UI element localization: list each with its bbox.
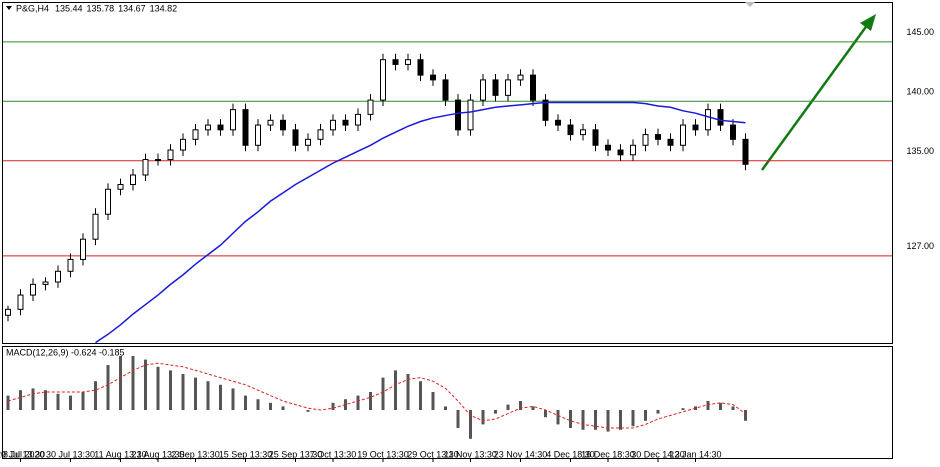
candle-body <box>367 99 374 115</box>
candle-body <box>42 281 49 285</box>
level-label: 135.00 <box>906 146 934 156</box>
candle-body <box>80 238 86 260</box>
candle-body <box>417 59 424 76</box>
candle-body <box>505 79 511 96</box>
candle-body <box>667 138 674 146</box>
candle-body <box>555 119 561 126</box>
candle-body <box>267 119 274 126</box>
x-tick-label: 4 Dec 18:30 <box>546 449 595 459</box>
candle-body <box>530 74 536 101</box>
macd-label: MACD(12,26,9) -0.624 -0.185 <box>6 347 125 357</box>
candle-body <box>105 188 111 215</box>
x-tick-label: 23 Nov 14:30 <box>494 449 548 459</box>
candle-body <box>642 134 649 146</box>
candle-body <box>617 149 624 156</box>
candle-body <box>180 138 186 151</box>
level-label: 127.00 <box>906 241 934 251</box>
x-tick-label: 20 Jul 13:30 <box>0 449 45 459</box>
candle-body <box>467 99 474 131</box>
candle-body <box>717 109 724 126</box>
candle-body <box>55 270 61 283</box>
arrow-line <box>760 23 870 171</box>
candle-body <box>455 99 461 131</box>
x-tick-label: 12 Jan 14:30 <box>669 449 721 459</box>
x-tick-label: 25 Sep 13:30 <box>269 449 323 459</box>
signal-line <box>7 362 746 429</box>
candle-body <box>630 144 636 156</box>
candle-body <box>442 79 449 101</box>
candle-body <box>567 124 574 136</box>
candle-body <box>580 129 586 136</box>
x-tick-label: 2 Sep 13:30 <box>171 449 220 459</box>
candle-body <box>680 124 686 146</box>
arrow-head <box>860 14 876 31</box>
candle-body <box>330 119 336 131</box>
candle-body <box>205 124 211 131</box>
candle-body <box>142 159 149 176</box>
candle-body <box>280 119 286 131</box>
candle-body <box>5 308 11 316</box>
x-tick-label: 15 Sep 13:30 <box>219 449 273 459</box>
candle-body <box>542 99 549 121</box>
candle-body <box>605 144 611 151</box>
candle-body <box>655 134 661 140</box>
ma-line <box>95 101 746 344</box>
candle-body <box>30 283 36 296</box>
candle-body <box>517 74 524 81</box>
candle-body <box>342 119 349 126</box>
candle-body <box>592 129 599 146</box>
x-tick-label: 11 Aug 13:30 <box>94 449 146 459</box>
x-tick-label: 30 Jul 13:30 <box>46 449 95 459</box>
menu-arrow[interactable] <box>6 6 12 10</box>
candle-body <box>242 109 249 146</box>
candle-body <box>692 124 699 131</box>
candle-body <box>392 59 399 65</box>
candle-body <box>117 184 124 190</box>
candle-body <box>305 138 311 146</box>
candle-body <box>492 79 499 96</box>
header-value: 135.44 <box>55 3 83 13</box>
x-tick-label: 16 Dec 18:30 <box>581 449 635 459</box>
level-label: 140.00 <box>906 87 934 97</box>
candle-body <box>217 124 224 131</box>
candle-body <box>742 138 749 165</box>
main-pane <box>2 2 893 344</box>
x-tick-label: 8 Jul 2020 <box>3 449 45 459</box>
candle-body <box>255 124 261 146</box>
x-tick-label: 21 Aug 13:30 <box>131 449 184 459</box>
candle-body <box>705 109 711 131</box>
level-label: 145.00 <box>906 27 934 37</box>
candle-body <box>430 74 436 81</box>
candle-body <box>130 174 136 186</box>
x-tick-label: 29 Oct 13:30 <box>407 449 459 459</box>
candle-body <box>730 124 736 140</box>
x-tick-label: 30 Dec 14:30 <box>631 449 685 459</box>
macd-pane <box>2 346 893 459</box>
candle-body <box>355 113 361 126</box>
candle-body <box>405 59 411 65</box>
candle-body <box>292 129 299 146</box>
candle-body <box>155 159 161 162</box>
x-tick-label: 19 Oct 13:30 <box>357 449 409 459</box>
x-tick-label: 7 Oct 13:30 <box>310 449 357 459</box>
x-tick-label: 11 Nov 13:30 <box>444 449 497 459</box>
shift-marker <box>745 2 755 7</box>
header-value: 134.82 <box>150 3 178 13</box>
candle-body <box>317 129 324 140</box>
candle-body <box>380 59 386 101</box>
header-value: 135.78 <box>87 3 115 13</box>
symbol: P&G,H4 <box>16 3 49 13</box>
candle-body <box>230 109 236 131</box>
candle-body <box>192 129 199 140</box>
candle-body <box>480 79 486 101</box>
candle-body <box>167 149 174 161</box>
header-value: 134.67 <box>118 3 146 13</box>
candle-body <box>17 294 24 310</box>
candle-body <box>92 213 99 240</box>
candle-body <box>67 258 74 272</box>
